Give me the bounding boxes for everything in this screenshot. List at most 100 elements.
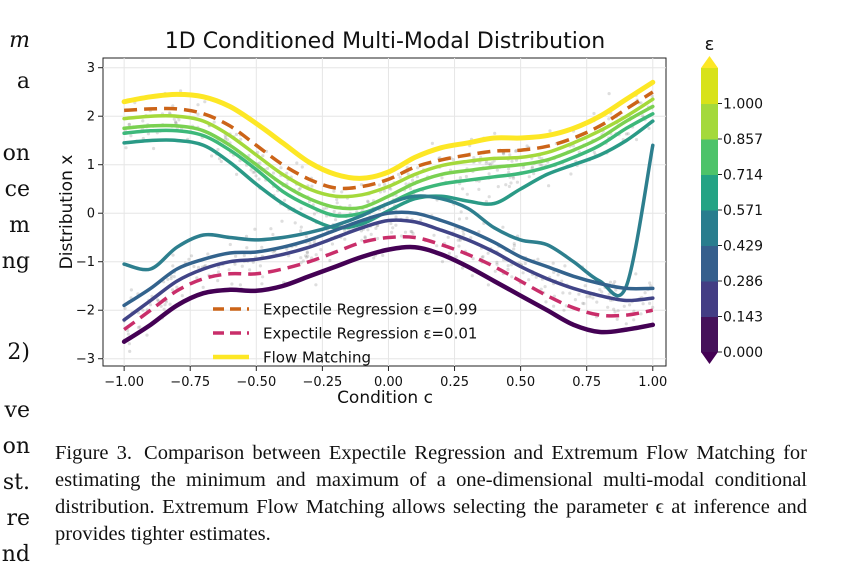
sample-point <box>260 245 264 249</box>
sample-point <box>251 260 255 264</box>
sample-point <box>390 230 394 234</box>
sample-point <box>223 137 227 141</box>
sample-point <box>592 111 596 116</box>
sample-point <box>228 242 232 247</box>
colorbar-tick-label: 0.286 <box>723 274 763 290</box>
sample-point <box>123 306 127 310</box>
sample-point <box>509 181 513 185</box>
sample-point <box>253 227 257 231</box>
y-tick-label: −1 <box>76 255 95 270</box>
sample-point <box>534 275 538 279</box>
sample-point <box>363 236 367 240</box>
sample-point <box>486 251 490 255</box>
sample-point <box>216 147 220 152</box>
sample-point <box>470 274 474 278</box>
sample-point <box>440 260 445 264</box>
sample-point <box>560 279 564 283</box>
left-text-fragment: on <box>2 141 30 166</box>
sample-point <box>632 309 636 313</box>
colorbar-segment-2 <box>701 245 718 282</box>
sample-point <box>312 240 316 244</box>
sample-point <box>461 266 465 270</box>
sample-point <box>430 141 434 145</box>
sample-point <box>328 258 332 263</box>
sample-point <box>233 262 237 266</box>
series-line-10 <box>121 244 656 344</box>
sample-point <box>376 236 380 241</box>
sample-point <box>299 225 303 229</box>
colorbar-tick-label: 0.000 <box>723 345 763 361</box>
sample-point <box>179 89 183 93</box>
y-tick-label: 1 <box>87 158 95 173</box>
sample-point <box>527 175 531 179</box>
colorbar-segment-1 <box>701 281 718 317</box>
sample-point <box>242 253 246 258</box>
colorbar-segment-6 <box>701 103 718 140</box>
sample-point <box>493 131 497 135</box>
x-tick-label: 1.00 <box>638 375 667 390</box>
sample-point <box>304 235 308 239</box>
sample-point <box>446 235 450 239</box>
left-text-fragment: re <box>6 506 30 531</box>
sample-point <box>343 237 347 241</box>
sample-point <box>398 175 402 179</box>
chart-figure: 1D Conditioned Multi-Modal Distribution … <box>57 29 763 408</box>
sample-point <box>224 135 228 139</box>
x-tick-label: −1.00 <box>104 375 144 390</box>
colorbar: 0.000 0.143 0.286 0.429 0.571 0.714 0.857 1.000… <box>701 34 763 364</box>
sample-point <box>591 296 595 300</box>
series-line-1 <box>123 90 654 191</box>
sample-point <box>607 292 611 296</box>
sample-point <box>592 150 596 154</box>
sample-point <box>141 119 145 123</box>
figure-caption: Figure 3. Comparison between Expectile Re… <box>55 440 807 548</box>
sample-point <box>490 161 494 165</box>
caption-text: Comparison between Expectile Regression … <box>55 442 807 545</box>
y-tick-label: −2 <box>76 304 95 319</box>
colorbar-under-arrow <box>701 352 718 364</box>
y-axis-label: Distribution x <box>57 155 77 270</box>
left-text-fragment: on <box>2 434 30 459</box>
sample-point <box>258 264 262 268</box>
left-text-fragment: ng <box>1 249 30 274</box>
sample-point <box>634 272 638 276</box>
sample-point <box>521 271 525 275</box>
sample-point <box>299 256 303 260</box>
sample-point <box>148 303 153 307</box>
sample-point <box>523 261 527 266</box>
sample-point <box>404 182 408 186</box>
x-tick-label: 0.00 <box>374 375 403 390</box>
sample-point <box>203 100 207 104</box>
sample-point <box>487 195 491 199</box>
sample-point <box>249 168 253 172</box>
sample-point <box>210 154 214 158</box>
colorbar-tick-label: 0.857 <box>723 132 763 148</box>
sample-point <box>319 248 323 252</box>
sample-point <box>247 153 251 158</box>
sample-point <box>348 204 352 208</box>
sample-point <box>171 253 175 257</box>
sample-point <box>481 255 485 259</box>
sample-point <box>196 265 201 270</box>
sample-point <box>299 261 303 265</box>
sample-point <box>335 201 339 205</box>
sample-point <box>506 267 510 271</box>
sample-point <box>230 282 234 286</box>
sample-point <box>501 225 505 229</box>
sample-point <box>300 165 304 169</box>
sample-point <box>127 342 131 346</box>
sample-point <box>206 252 210 256</box>
sample-point <box>651 305 655 309</box>
sample-point <box>537 155 541 159</box>
sample-point <box>600 290 604 294</box>
sample-point <box>260 282 264 286</box>
sample-point <box>507 170 511 174</box>
sample-point <box>415 175 419 179</box>
sample-point <box>195 276 199 280</box>
x-tick-label: 0.50 <box>506 375 535 390</box>
x-tick-label: 0.25 <box>440 375 469 390</box>
series-line-8 <box>122 218 655 322</box>
sample-point <box>162 307 166 311</box>
sample-point <box>271 232 275 237</box>
x-tick-label: −0.75 <box>170 375 210 390</box>
